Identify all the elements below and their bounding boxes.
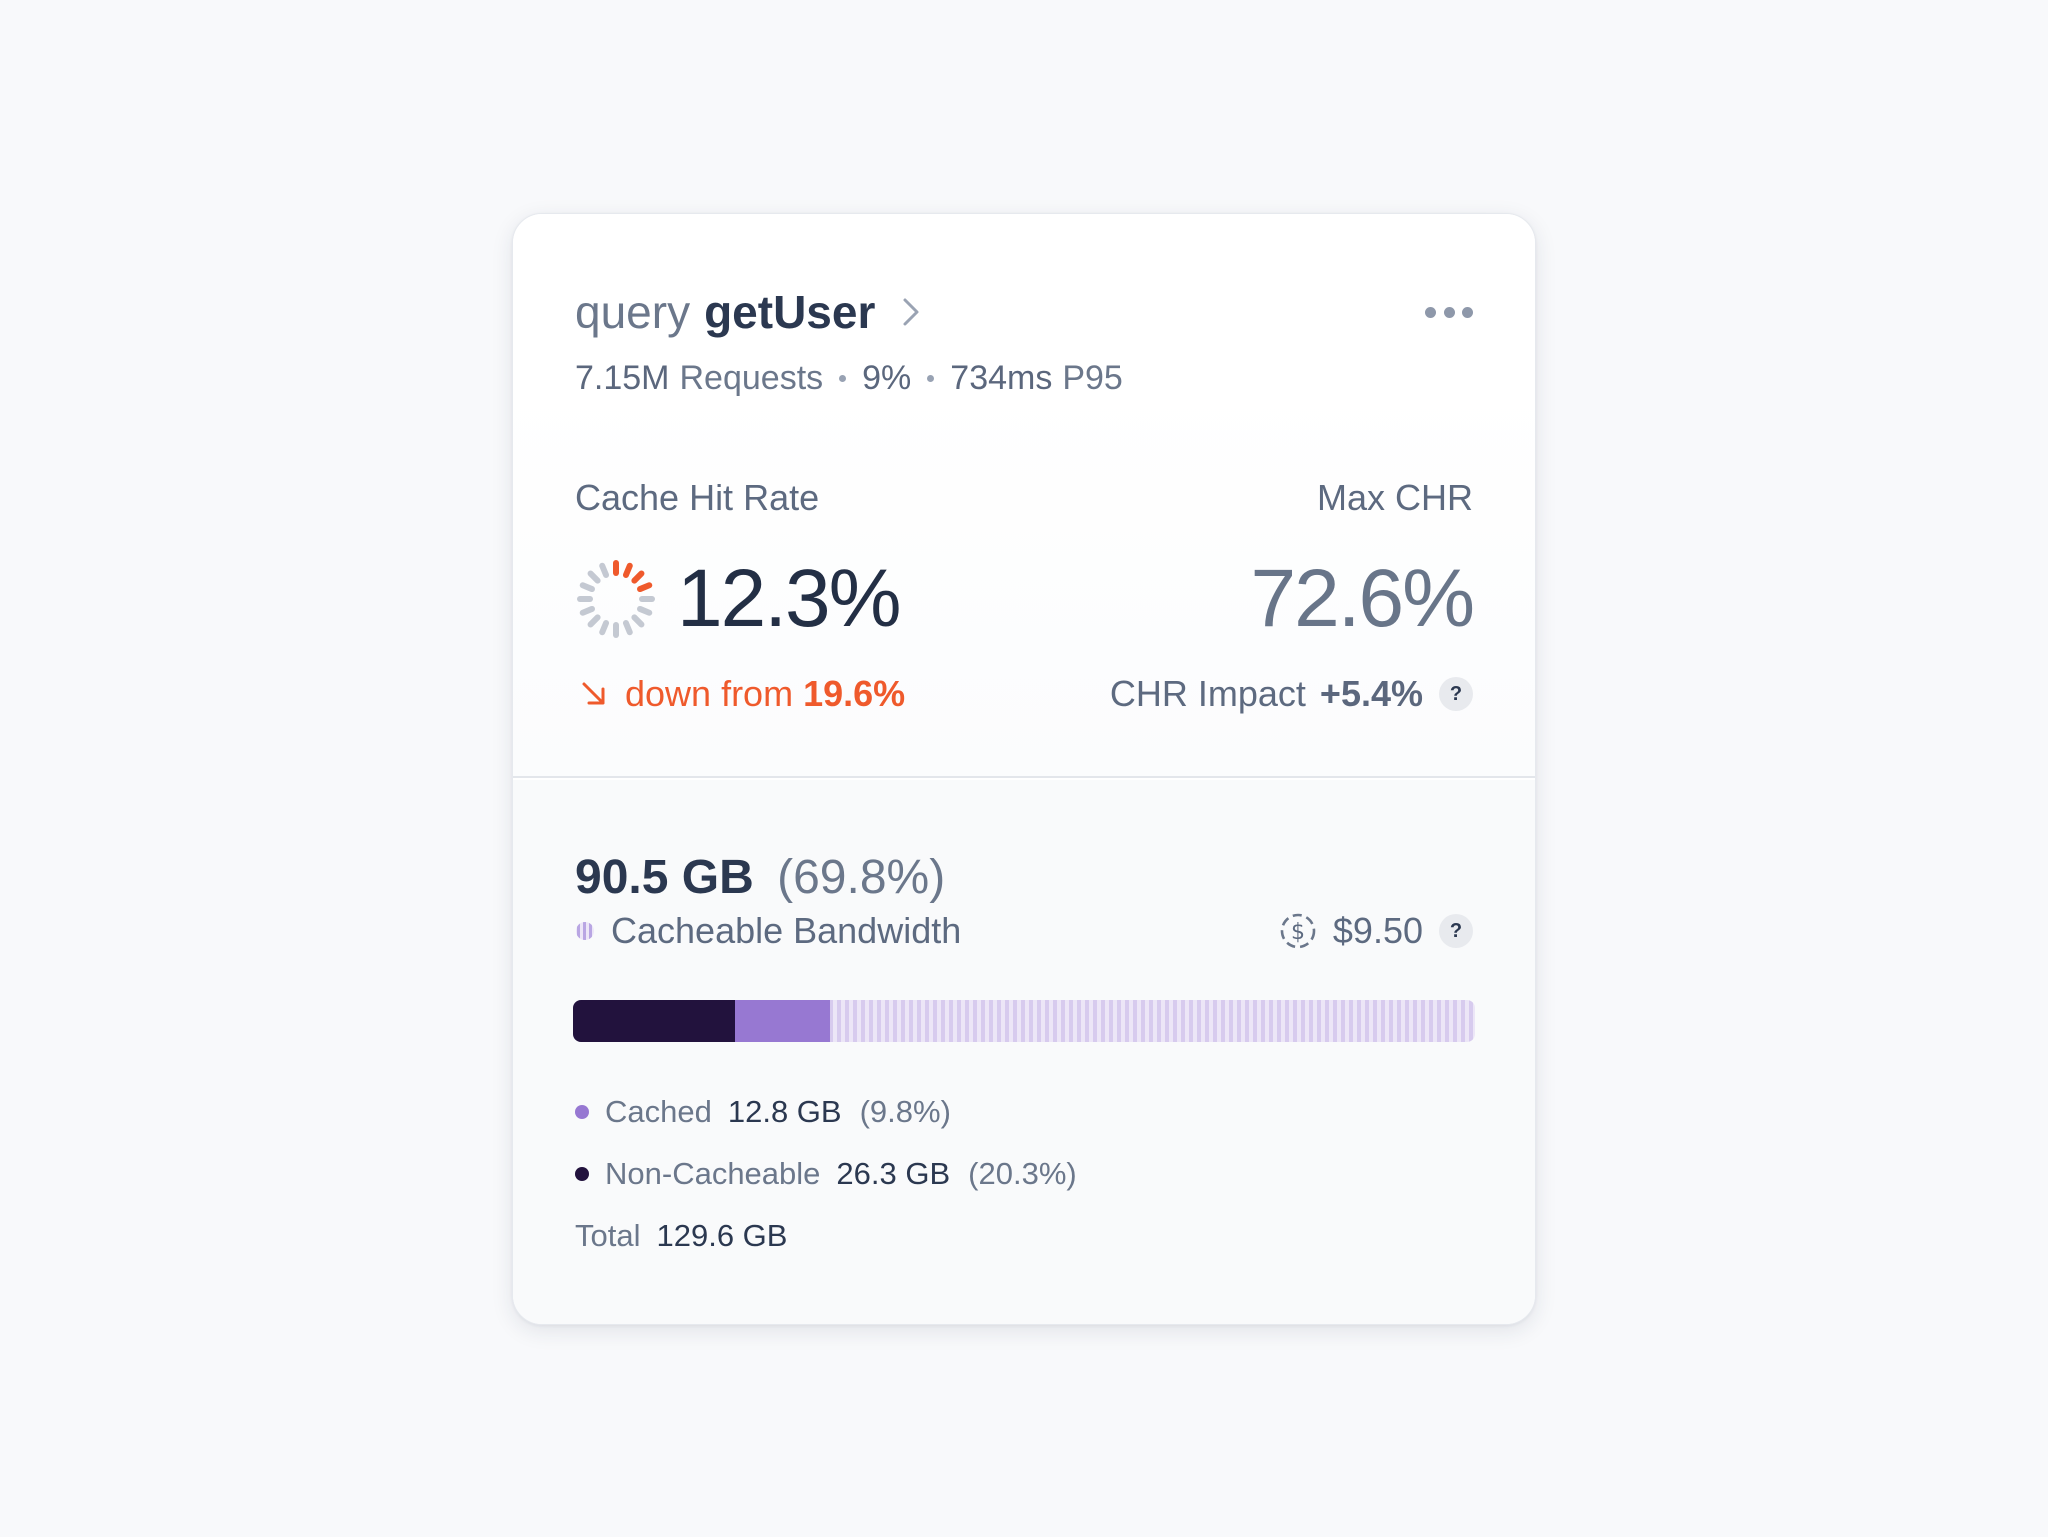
progress-spinner-icon — [577, 560, 655, 638]
operation-card: query getUser 7.15M Requests 9% 734ms P9… — [512, 213, 1536, 1325]
ellipsis-icon — [1425, 306, 1436, 318]
cacheable-bandwidth-amount: 90.5 GB — [575, 851, 754, 904]
trend-previous-value: 19.6% — [803, 673, 906, 714]
legend-value: 26.3 GB — [836, 1156, 951, 1191]
legend-item-cached: Cached 12.8 GB (9.8%) — [575, 1092, 951, 1132]
operation-type: query — [575, 286, 691, 338]
separator-dot — [839, 374, 847, 382]
latency-value: 734ms — [950, 359, 1053, 397]
bandwidth-cost-value: $9.50 — [1332, 910, 1423, 951]
bandwidth-cost: $ $9.50 ? — [1279, 908, 1473, 954]
dollar-coin-icon: $ — [1280, 913, 1316, 949]
legend-label: Non-Cacheable — [605, 1156, 821, 1191]
legend-label: Cached — [605, 1094, 712, 1129]
requests-label: Requests — [679, 359, 824, 397]
ellipsis-icon — [1462, 306, 1473, 318]
chr-impact-help-button[interactable]: ? — [1439, 677, 1473, 711]
more-options-button[interactable] — [1425, 300, 1473, 324]
operation-title-link[interactable]: query getUser — [575, 284, 925, 340]
latency-label: P95 — [1062, 359, 1123, 397]
request-share: 9% — [862, 359, 912, 397]
trend-text: down from — [625, 673, 794, 714]
cached-swatch-icon — [575, 1105, 589, 1119]
legend-percent: (9.8%) — [859, 1094, 951, 1129]
chr-impact-value: +5.4% — [1319, 673, 1423, 714]
cacheable-bandwidth-percent: (69.8%) — [777, 851, 946, 904]
bar-segment-cached — [735, 1000, 831, 1042]
operation-name: getUser — [704, 286, 876, 338]
bar-segment-non-cacheable — [573, 1000, 736, 1042]
svg-text:$: $ — [1291, 920, 1305, 945]
legend-percent: (20.3%) — [968, 1156, 1077, 1191]
arrow-down-right-icon — [582, 682, 605, 705]
max-chr-value: 72.6% — [1250, 553, 1475, 644]
cacheable-bandwidth-label: Cacheable Bandwidth — [611, 910, 962, 951]
chr-impact-label: CHR Impact — [1109, 673, 1306, 714]
bandwidth-section: 90.5 GB (69.8%) Cacheable Bandwidth $ — [513, 780, 1535, 1324]
total-value: 129.6 GB — [656, 1218, 788, 1253]
cache-hit-rate-value-row: 12.3% — [575, 553, 902, 644]
cache-hit-rate-label: Cache Hit Rate — [575, 477, 820, 518]
bandwidth-breakdown-bar — [573, 1000, 1475, 1042]
operation-meta: 7.15M Requests 9% 734ms P95 — [575, 356, 1123, 400]
cache-hit-rate-section: query getUser 7.15M Requests 9% 734ms P9… — [513, 214, 1535, 778]
max-chr-label: Max CHR — [1316, 477, 1473, 518]
cache-hit-rate-value: 12.3% — [677, 553, 902, 644]
bandwidth-cost-help-button[interactable]: ? — [1439, 914, 1473, 948]
separator-dot — [927, 374, 935, 382]
total-label: Total — [575, 1218, 641, 1253]
ellipsis-icon — [1443, 306, 1455, 318]
chr-impact: CHR Impact +5.4% ? — [1110, 672, 1473, 716]
requests-value: 7.15M — [575, 359, 670, 397]
non-cacheable-swatch-icon — [575, 1167, 589, 1181]
chevron-right-icon — [903, 298, 919, 326]
legend-total: Total 129.6 GB — [575, 1216, 787, 1256]
legend-item-non-cacheable: Non-Cacheable 26.3 GB (20.3%) — [575, 1154, 1077, 1194]
striped-swatch-icon — [576, 922, 594, 940]
cacheable-bandwidth-total: 90.5 GB (69.8%) — [575, 850, 945, 906]
cache-hit-rate-trend: down from 19.6% — [579, 672, 905, 716]
legend-value: 12.8 GB — [727, 1094, 842, 1129]
cacheable-bandwidth-label-row: Cacheable Bandwidth — [575, 908, 961, 954]
